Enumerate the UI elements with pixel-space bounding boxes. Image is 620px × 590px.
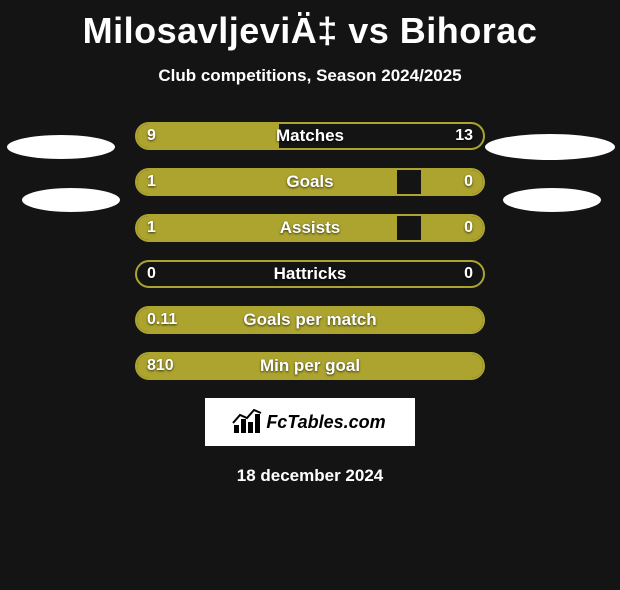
page-title: MilosavljeviÄ‡ vs Bihorac — [0, 10, 620, 52]
bar-chart-icon — [234, 411, 260, 433]
page-subtitle: Club competitions, Season 2024/2025 — [0, 66, 620, 86]
stat-row-hattricks: Hattricks00 — [135, 260, 485, 288]
stat-row-min-per-goal: Min per goal810 — [135, 352, 485, 380]
player-badge-right-1 — [485, 134, 615, 160]
player-badge-right-2 — [503, 188, 601, 212]
player-badge-left-2 — [22, 188, 120, 212]
stat-row-goals: Goals10 — [135, 168, 485, 196]
fctables-logo: FcTables.com — [205, 398, 415, 446]
player-badge-left-1 — [7, 135, 115, 159]
logo-text: FcTables.com — [266, 412, 385, 433]
stat-row-goals-per-match: Goals per match0.11 — [135, 306, 485, 334]
stat-row-assists: Assists10 — [135, 214, 485, 242]
date-label: 18 december 2024 — [0, 466, 620, 486]
stat-row-matches: Matches913 — [135, 122, 485, 150]
comparison-chart: Matches913 Goals10 Assists10 Hattricks00 Goa… — [0, 122, 620, 380]
